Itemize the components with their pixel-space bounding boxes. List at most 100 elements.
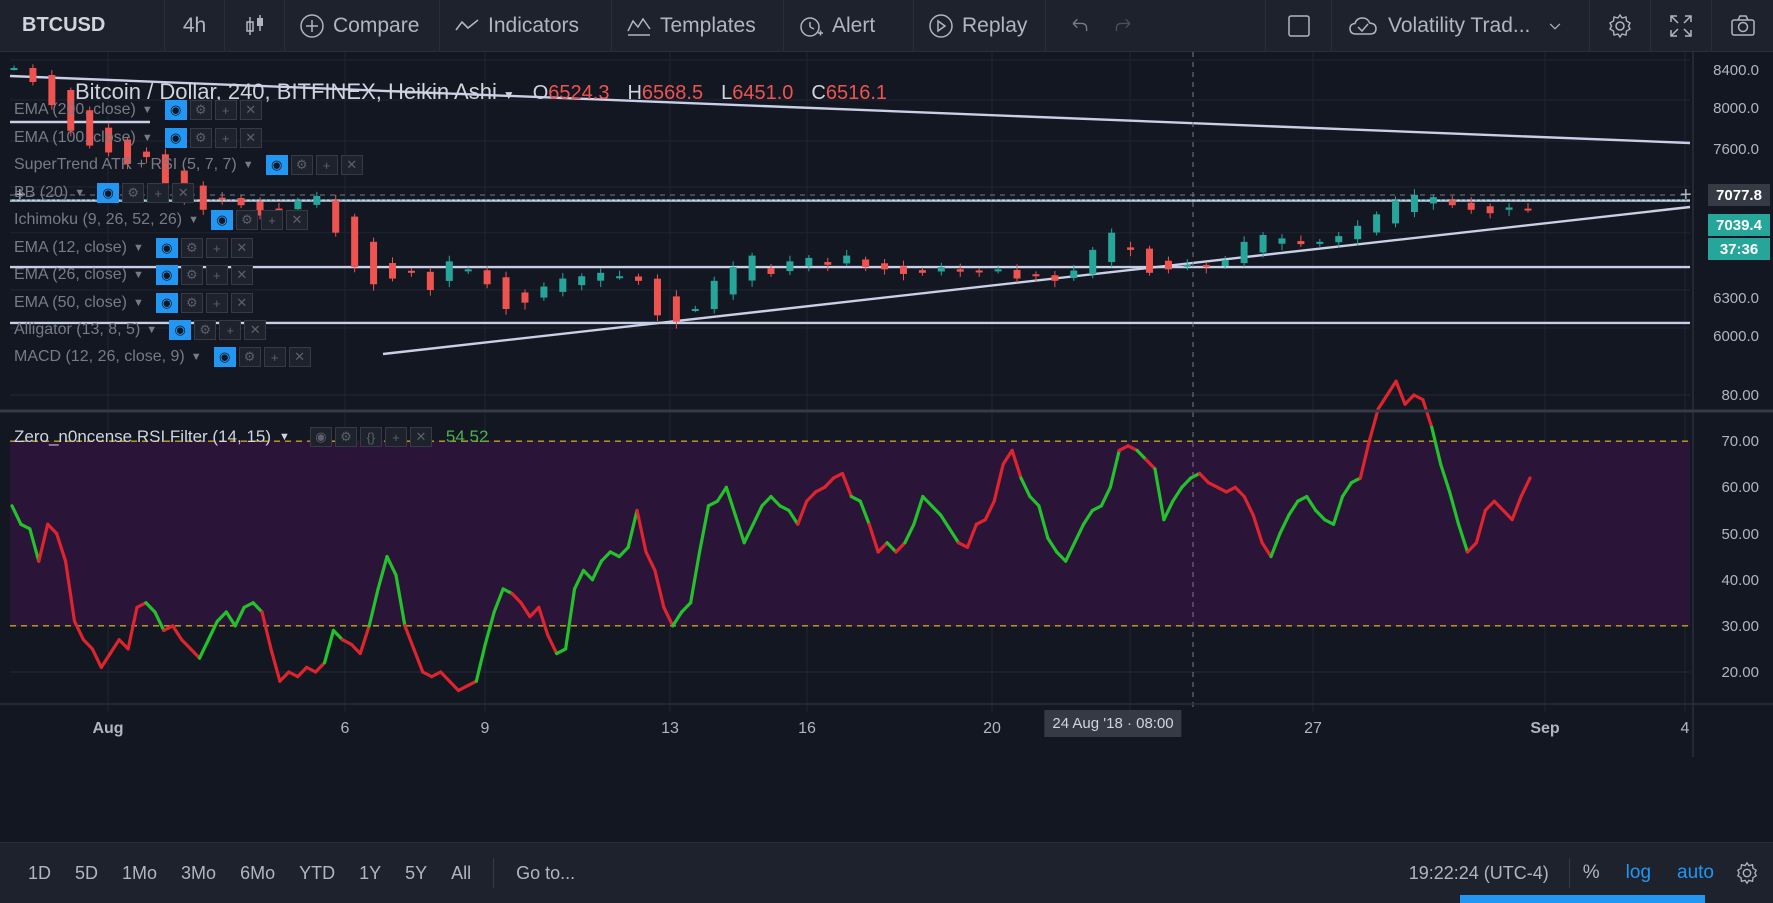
plus-icon[interactable]: + (315, 155, 338, 175)
close-icon[interactable]: ✕ (340, 155, 363, 175)
chevron-down-icon[interactable]: ▼ (188, 214, 199, 226)
chevron-down-icon[interactable]: ▼ (190, 351, 202, 363)
eye-icon[interactable]: ◉ (213, 347, 236, 367)
alert-button[interactable]: Alert (784, 0, 914, 51)
undo-icon[interactable] (1068, 15, 1090, 37)
chart-canvas[interactable]: ++ (0, 52, 1773, 842)
study-legend-item[interactable]: Ichimoku (9, 26, 52, 26) ▼ ◉ ⚙ + ✕ (14, 210, 308, 230)
eye-icon[interactable]: ◉ (164, 100, 187, 120)
study-legend-item[interactable]: EMA (100, close) ▼ ◉ ⚙ + ✕ (14, 128, 262, 148)
source-code-icon[interactable]: {} (359, 427, 382, 447)
gear-icon[interactable]: ⚙ (334, 427, 357, 447)
study-legend-item[interactable]: EMA (200, close) ▼ ◉ ⚙ + ✕ (14, 100, 262, 120)
eye-icon[interactable]: ◉ (265, 155, 288, 175)
rsi-filter-legend[interactable]: Zero_n0ncense RSI Filter (14, 15) ▼ ◉ ⚙ … (14, 427, 488, 447)
study-legend-item[interactable]: Alligator (13, 8, 5) ▼ ◉ ⚙ + ✕ (14, 320, 267, 340)
plus-icon[interactable]: + (260, 210, 283, 230)
symbol-search-button[interactable]: BTCUSD (0, 0, 165, 51)
range-button[interactable]: 1D (28, 862, 52, 883)
redo-icon[interactable] (1113, 15, 1135, 37)
plus-icon[interactable]: + (147, 183, 170, 203)
range-button[interactable]: 6Mo (240, 862, 276, 883)
templates-button[interactable]: Templates (612, 0, 784, 51)
close-icon[interactable]: ✕ (230, 265, 253, 285)
close-icon[interactable]: ✕ (239, 100, 262, 120)
gear-icon[interactable]: ⚙ (180, 293, 203, 313)
chart-type-button[interactable] (225, 0, 285, 51)
plus-icon[interactable]: + (205, 238, 228, 258)
study-title[interactable]: BB (20) (14, 184, 69, 201)
chevron-down-icon[interactable]: ▼ (141, 132, 153, 144)
close-icon[interactable]: ✕ (244, 320, 267, 340)
range-button[interactable]: All (451, 862, 472, 883)
study-title[interactable]: MACD (12, 26, close, 9) (14, 348, 185, 365)
plus-icon[interactable]: + (205, 293, 228, 313)
close-icon[interactable]: ✕ (409, 427, 432, 447)
timezone-clock[interactable]: 19:22:24 (UTC-4) (1409, 858, 1570, 888)
chevron-down-icon[interactable]: ▼ (132, 269, 144, 281)
plus-icon[interactable]: + (219, 320, 242, 340)
range-button[interactable]: 5D (75, 862, 99, 883)
gear-icon[interactable]: ⚙ (238, 347, 261, 367)
plus-icon[interactable]: + (214, 128, 237, 148)
range-button[interactable]: YTD (299, 862, 336, 883)
close-icon[interactable]: ✕ (172, 183, 195, 203)
close-icon[interactable]: ✕ (288, 347, 311, 367)
chevron-down-icon[interactable]: ▼ (279, 431, 290, 443)
chevron-down-icon[interactable]: ▼ (242, 159, 254, 171)
plus-icon[interactable]: + (205, 265, 228, 285)
gear-icon[interactable]: ⚙ (235, 210, 258, 230)
study-title[interactable]: Alligator (13, 8, 5) (14, 321, 141, 338)
chevron-down-icon[interactable]: ▼ (502, 88, 515, 102)
gear-icon[interactable]: ⚙ (180, 238, 203, 258)
eye-icon[interactable]: ◉ (155, 293, 178, 313)
close-icon[interactable]: ✕ (285, 210, 308, 230)
range-button[interactable]: 5Y (405, 862, 428, 883)
study-title[interactable]: EMA (50, close) (14, 294, 127, 311)
close-icon[interactable]: ✕ (230, 238, 253, 258)
plus-icon[interactable]: + (214, 100, 237, 120)
replay-button[interactable]: Replay (914, 0, 1046, 51)
main-series-legend[interactable]: Bitcoin / Dollar, 240, BITFINEX, Heikin … (75, 79, 887, 105)
percent-scale-toggle[interactable]: % (1582, 862, 1600, 883)
chevron-down-icon[interactable]: ▼ (74, 187, 86, 199)
study-title[interactable]: SuperTrend ATR + RSI (5, 7, 7) (14, 156, 237, 173)
gear-icon[interactable]: ⚙ (194, 320, 217, 340)
indicators-button[interactable]: Indicators (440, 0, 612, 51)
close-icon[interactable]: ✕ (239, 128, 262, 148)
settings-button[interactable] (1590, 0, 1651, 51)
eye-icon[interactable]: ◉ (169, 320, 192, 340)
gear-icon[interactable]: ⚙ (122, 183, 145, 203)
study-title[interactable]: EMA (200, close) (14, 101, 136, 118)
study-title[interactable]: Ichimoku (9, 26, 52, 26) (14, 211, 183, 228)
range-button[interactable]: 1Y (359, 862, 382, 883)
gear-icon[interactable]: ⚙ (290, 155, 313, 175)
eye-icon[interactable]: ◉ (155, 238, 178, 258)
chevron-down-icon[interactable]: ▼ (132, 242, 144, 254)
study-title[interactable]: EMA (100, close) (14, 129, 136, 146)
study-legend-item[interactable]: EMA (12, close) ▼ ◉ ⚙ + ✕ (14, 238, 253, 258)
chevron-down-icon[interactable]: ▼ (146, 324, 158, 336)
bottom-panel-tab[interactable] (1460, 895, 1705, 903)
range-button[interactable]: 3Mo (181, 862, 217, 883)
main-series-title[interactable]: Bitcoin / Dollar, 240, BITFINEX, Heikin … (75, 79, 497, 104)
gear-icon[interactable]: ⚙ (180, 265, 203, 285)
study-legend-item[interactable]: MACD (12, 26, close, 9) ▼ ◉ ⚙ + ✕ (14, 347, 311, 367)
eye-icon[interactable]: ◉ (210, 210, 233, 230)
eye-icon[interactable]: ◉ (164, 128, 187, 148)
plus-icon[interactable]: + (263, 347, 286, 367)
log-scale-toggle[interactable]: log (1625, 862, 1652, 883)
eye-icon[interactable]: ◉ (97, 183, 120, 203)
gear-icon[interactable]: ⚙ (189, 128, 212, 148)
layout-toggle-button[interactable] (1266, 0, 1332, 51)
snapshot-button[interactable] (1712, 0, 1773, 51)
auto-scale-toggle[interactable]: auto (1677, 862, 1714, 883)
range-button[interactable]: 1Mo (122, 862, 158, 883)
study-title[interactable]: EMA (26, close) (14, 266, 127, 283)
fullscreen-button[interactable] (1651, 0, 1712, 51)
plus-icon[interactable]: + (384, 427, 407, 447)
study-title[interactable]: EMA (12, close) (14, 239, 127, 256)
rsi-filter-title[interactable]: Zero_n0ncense RSI Filter (14, 15) (14, 427, 272, 446)
study-legend-item[interactable]: EMA (26, close) ▼ ◉ ⚙ + ✕ (14, 265, 253, 285)
close-icon[interactable]: ✕ (230, 293, 253, 313)
